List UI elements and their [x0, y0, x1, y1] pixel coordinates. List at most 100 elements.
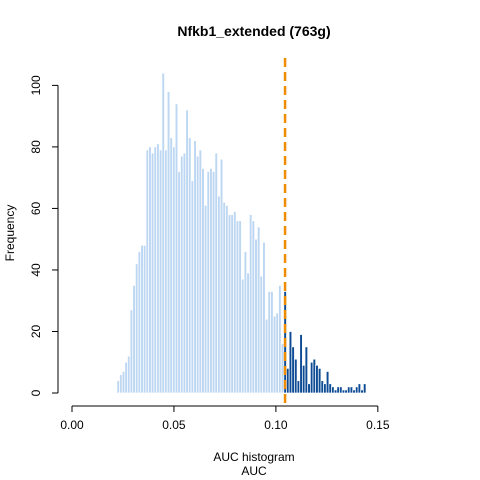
histogram-bar: [185, 109, 189, 394]
histogram-bar: [331, 386, 335, 394]
histogram-bar: [230, 214, 234, 394]
histogram-bar: [169, 137, 173, 394]
histogram-bar: [137, 251, 142, 394]
histogram-bar: [339, 386, 343, 394]
histogram-bar: [347, 386, 351, 394]
histogram-bar: [161, 72, 165, 394]
histogram-bar: [217, 195, 221, 394]
y-tick-label: 40: [29, 263, 43, 277]
histogram-bar: [227, 214, 232, 394]
y-tick-label: 60: [29, 201, 43, 215]
x-axis-label-secondary: AUC: [241, 464, 267, 478]
histogram-bar: [150, 152, 155, 394]
histogram-bar: [206, 171, 210, 394]
histogram-bar: [127, 355, 131, 394]
histogram-bar: [177, 171, 181, 394]
histogram-bar: [312, 358, 317, 394]
y-tick-label: 100: [29, 75, 43, 95]
histogram-bar: [320, 380, 324, 394]
histogram-bar: [249, 214, 253, 394]
histogram-bar: [328, 383, 332, 394]
histogram-bar: [341, 389, 346, 394]
histogram-bar: [251, 220, 256, 394]
histogram-bar: [333, 389, 338, 394]
histogram-bar: [129, 309, 134, 394]
histogram-bar: [352, 389, 356, 394]
histogram-bar: [325, 371, 330, 394]
histogram-bar: [307, 383, 311, 394]
x-tick-label: 0.00: [60, 418, 84, 432]
y-tick-label: 80: [29, 140, 43, 154]
y-axis: 0 20 40 60 80 100: [29, 75, 59, 396]
histogram-bar: [143, 244, 147, 394]
x-tick-label: 0.05: [162, 418, 186, 432]
y-tick-label: 20: [29, 324, 43, 338]
histogram-bar: [132, 284, 136, 394]
histogram-bar: [270, 291, 274, 394]
histogram-bar: [203, 205, 208, 394]
histogram-bar: [259, 275, 263, 394]
histogram-bar: [288, 331, 293, 394]
histogram-bar: [201, 168, 205, 394]
histogram-bar: [158, 149, 163, 394]
histogram-bar: [286, 368, 290, 394]
histogram-bar: [222, 201, 226, 394]
x-axis-label: AUC histogram: [213, 450, 294, 464]
histogram-bar: [174, 103, 179, 394]
histogram-bar: [302, 364, 306, 394]
histogram-bar: [294, 358, 298, 394]
histogram-bar: [275, 312, 279, 394]
histogram-bar: [196, 155, 200, 394]
histogram-bar: [164, 149, 168, 394]
histogram-bar: [246, 272, 250, 394]
histogram-bar: [278, 284, 282, 394]
histogram-bar: [272, 315, 277, 394]
histogram-bar: [188, 137, 192, 394]
histogram-bar: [121, 371, 126, 394]
histogram-bar: [198, 149, 203, 394]
histogram-bar: [148, 146, 152, 394]
histogram-bar: [241, 278, 245, 394]
histogram-bar: [323, 383, 327, 394]
histogram-bar: [209, 168, 213, 394]
histogram-bar: [262, 241, 266, 394]
histogram-bar: [267, 291, 271, 394]
histogram-bar: [310, 361, 314, 394]
histogram-bar: [299, 334, 303, 394]
histogram-bar: [190, 180, 195, 394]
histogram-bar: [124, 361, 128, 394]
histogram-bar: [254, 238, 258, 394]
histogram-bar: [180, 155, 184, 394]
histogram-bar: [349, 386, 354, 394]
histogram-bar: [344, 389, 348, 394]
histogram-bar: [166, 91, 171, 394]
histogram-bar: [355, 386, 359, 394]
histogram-bar: [304, 346, 309, 394]
histogram-bar: [264, 318, 269, 394]
histogram-bar: [156, 143, 160, 394]
histogram-bar: [214, 152, 218, 394]
histogram-bar: [116, 380, 120, 394]
y-axis-label: Frequency: [3, 205, 17, 262]
histogram-bar: [225, 205, 229, 394]
histogram-bar: [243, 251, 248, 394]
histogram-bar: [357, 383, 362, 394]
histogram-bar: [317, 368, 322, 394]
histogram-bar: [363, 383, 367, 394]
histogram-bar: [360, 389, 364, 394]
histogram-bar: [291, 346, 295, 394]
histogram-bar: [296, 380, 301, 394]
histogram-bar: [238, 220, 242, 394]
histogram-bar: [153, 146, 157, 394]
histogram-bars: [116, 72, 367, 394]
histogram-bar: [193, 140, 197, 394]
histogram-bar: [182, 152, 187, 394]
histogram-bar: [233, 211, 237, 394]
x-axis: 0.00 0.05 0.10 0.15: [60, 405, 390, 432]
x-tick-label: 0.10: [264, 418, 288, 432]
histogram-bar: [256, 226, 261, 394]
histogram-bar: [172, 146, 176, 394]
histogram-bar: [219, 158, 224, 394]
